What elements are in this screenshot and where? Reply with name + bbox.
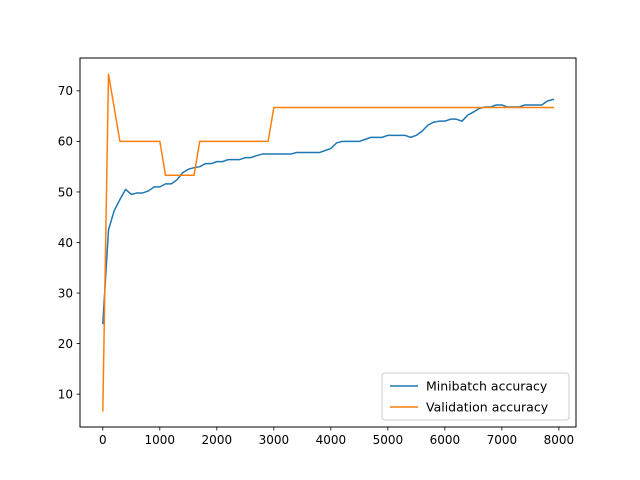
y-tick-label: 20	[58, 337, 73, 351]
series-lines	[102, 73, 555, 412]
legend-label: Validation accuracy	[426, 400, 549, 415]
x-tick-label: 6000	[430, 433, 461, 447]
x-tick-label: 0	[99, 433, 107, 447]
x-tick-label: 1000	[145, 433, 176, 447]
y-tick-label: 40	[58, 236, 73, 250]
x-tick-label: 3000	[259, 433, 290, 447]
y-tick-label: 10	[58, 387, 73, 401]
series-line-validation-accuracy	[102, 73, 554, 412]
y-tick-label: 70	[58, 84, 73, 98]
y-tick-label: 60	[58, 135, 73, 149]
x-tick-label: 4000	[316, 433, 347, 447]
x-tick-label: 2000	[202, 433, 233, 447]
x-tick-label: 5000	[373, 433, 404, 447]
y-tick-label: 30	[58, 286, 73, 300]
legend-box	[381, 372, 570, 421]
x-tick-label: 8000	[544, 433, 575, 447]
legend-label: Minibatch accuracy	[426, 379, 548, 394]
x-tick-label: 7000	[487, 433, 518, 447]
y-axis: 10 20 30 40 50 60 70	[58, 84, 80, 401]
x-axis: 0 1000 2000 3000 4000 5000 6000 7000 8000	[99, 427, 574, 447]
y-tick-label: 50	[58, 185, 73, 199]
legend: Minibatch accuracy Validation accuracy	[381, 372, 570, 421]
series-line-minibatch-accuracy	[102, 98, 555, 325]
